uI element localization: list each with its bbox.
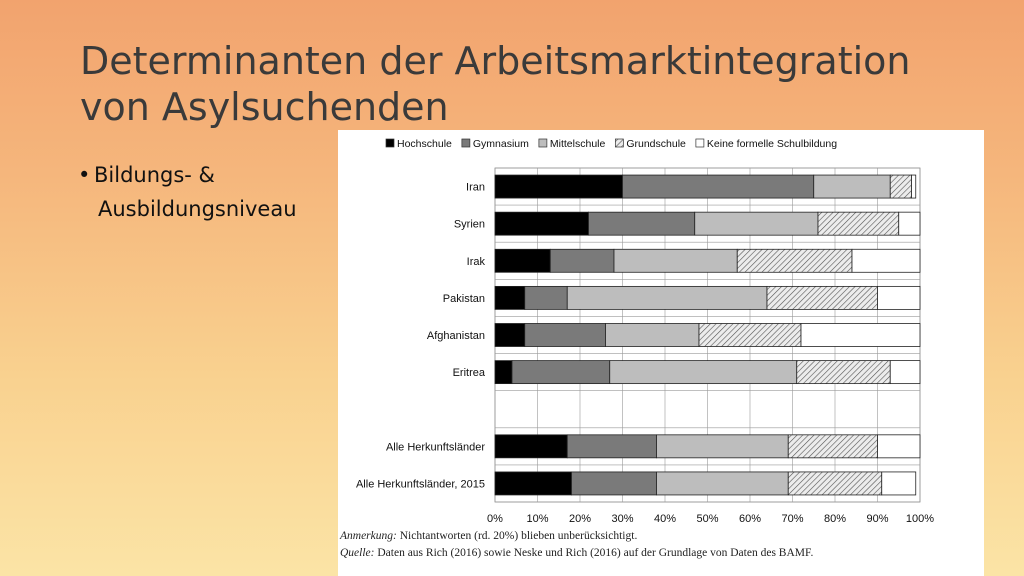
legend-label: Keine formelle Schulbildung xyxy=(707,138,837,150)
bar-segment xyxy=(800,323,921,347)
bar-segment xyxy=(694,211,819,236)
bar-segment xyxy=(494,323,526,347)
bar-segment xyxy=(889,360,921,385)
bar-segment xyxy=(817,211,900,236)
bullet-item: • Bildungs- & xyxy=(78,158,338,192)
bar-segment xyxy=(911,174,917,199)
x-tick-label: 70% xyxy=(781,513,803,525)
bar-segment xyxy=(698,323,802,347)
bar-segment xyxy=(813,174,891,199)
bar-segment xyxy=(494,471,572,496)
category-label: Syrien xyxy=(454,219,485,231)
chart-source: Quelle: Daten aus Rich (2016) sowie Nesk… xyxy=(340,547,813,559)
legend-label: Gymnasium xyxy=(473,138,529,150)
chart-figure: Hochschule Gymnasium Mittelschule Grundschu… xyxy=(338,130,984,576)
category-label: Pakistan xyxy=(443,293,485,305)
bullet-dot-icon: • xyxy=(78,163,91,187)
legend-swatch xyxy=(461,138,471,148)
bar-segment xyxy=(877,434,921,459)
bar-segment xyxy=(511,360,611,385)
slide-title-line-2: von Asylsuchenden xyxy=(80,85,449,129)
legend-swatch xyxy=(538,138,548,148)
bar-segment xyxy=(889,174,912,199)
bar-segment xyxy=(494,285,526,310)
x-tick-label: 30% xyxy=(611,513,633,525)
x-tick-label: 20% xyxy=(569,513,591,525)
bar-segment xyxy=(494,211,589,236)
bar-segment xyxy=(796,360,891,385)
bar-segment xyxy=(787,434,878,459)
legend-swatch xyxy=(385,138,395,148)
note-text: Nichtantworten (rd. 20%) blieben unberüc… xyxy=(396,530,638,542)
bar-segment xyxy=(609,360,798,385)
bar-segment xyxy=(588,211,696,236)
bar-segment xyxy=(566,285,768,310)
category-label: Eritrea xyxy=(453,367,486,379)
bar-segment xyxy=(656,471,789,496)
bar-segment xyxy=(622,174,815,199)
category-label: Irak xyxy=(467,256,486,268)
legend-label: Grundschule xyxy=(626,138,686,150)
chart-note: Anmerkung: Nichtantworten (rd. 20%) blie… xyxy=(340,530,637,542)
slide-title-line-1: Determinanten der Arbeitsmarktintegratio… xyxy=(80,39,911,83)
bar-segment xyxy=(549,248,615,273)
bar-segment xyxy=(524,285,568,310)
bar-segment xyxy=(613,248,738,273)
x-tick-label: 40% xyxy=(654,513,676,525)
bar-segment xyxy=(898,211,921,236)
bar-segment xyxy=(766,285,878,310)
legend-swatch xyxy=(695,138,705,148)
bullet-item-continued: Ausbildungsniveau xyxy=(98,197,297,221)
x-tick-label: 100% xyxy=(906,513,934,525)
bar-segment xyxy=(787,471,883,496)
bar-segment xyxy=(494,174,623,199)
bar-segment xyxy=(736,248,853,273)
category-label: Alle Herkunftsländer xyxy=(386,441,485,453)
bar-segment xyxy=(524,323,606,347)
x-tick-label: 50% xyxy=(696,513,718,525)
bar-segment xyxy=(494,360,513,385)
legend-swatch xyxy=(614,138,624,148)
x-tick-label: 80% xyxy=(824,513,846,525)
category-label: Alle Herkunftsländer, 2015 xyxy=(356,478,485,490)
bar-segment xyxy=(656,434,789,459)
bar-segment xyxy=(877,285,921,310)
bar-segment xyxy=(566,434,657,459)
legend-label: Mittelschule xyxy=(550,138,606,150)
x-tick-label: 90% xyxy=(866,513,888,525)
bar-segment xyxy=(605,323,700,347)
source-label: Quelle: xyxy=(340,547,375,559)
bar-segment xyxy=(851,248,921,273)
bullet-list: • Bildungs- & Ausbildungsniveau xyxy=(78,158,338,226)
legend-label: Hochschule xyxy=(397,138,452,150)
bar-segment xyxy=(494,248,551,273)
x-tick-label: 0% xyxy=(487,513,503,525)
x-tick-label: 60% xyxy=(739,513,761,525)
bar-segment xyxy=(494,434,568,459)
note-label: Anmerkung: xyxy=(340,530,397,542)
category-label: Iran xyxy=(466,182,485,194)
bullet-text-line-1: Bildungs- & xyxy=(94,163,215,187)
stacked-bar-chart: Hochschule Gymnasium Mittelschule Grundschu… xyxy=(356,138,934,525)
slide-title: Determinanten der Arbeitsmarktintegratio… xyxy=(80,38,980,130)
source-text: Daten aus Rich (2016) sowie Neske und Ri… xyxy=(374,547,814,559)
x-tick-label: 10% xyxy=(526,513,548,525)
bar-segment xyxy=(881,471,917,496)
category-label: Afghanistan xyxy=(427,330,485,342)
bar-segment xyxy=(571,471,657,496)
